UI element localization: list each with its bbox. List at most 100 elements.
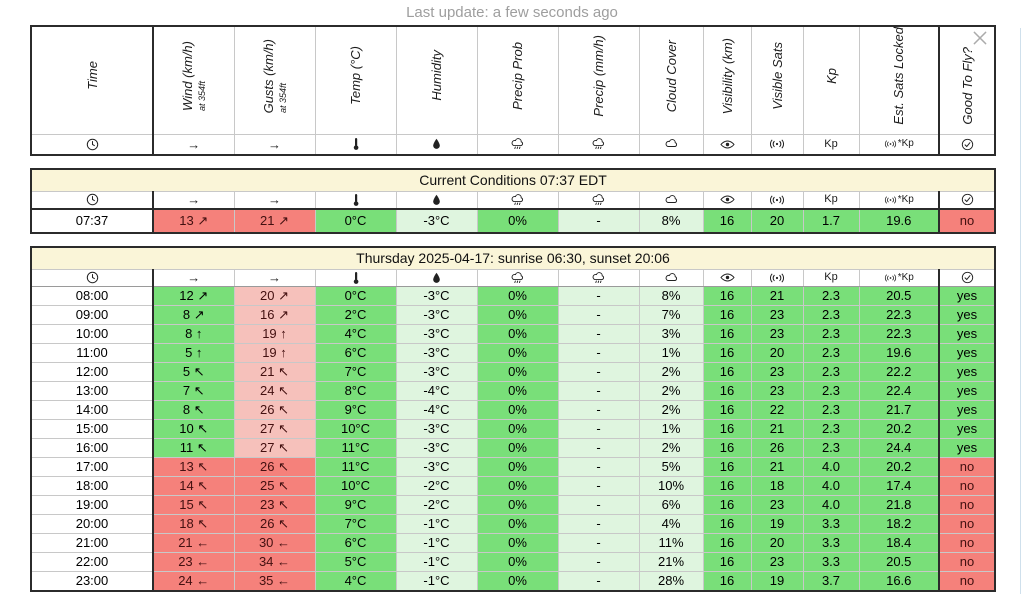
cell-time: 08:00 <box>30 285 154 306</box>
cell-wind: 13 ↖ <box>152 456 235 477</box>
column-label: Precip (mm/h) <box>591 34 606 117</box>
cell-time: 11:00 <box>30 342 154 363</box>
column-label: Time <box>84 61 100 91</box>
cell-kp: 3.3 <box>802 532 860 553</box>
clock-icon <box>30 268 154 287</box>
cell-visible-sats: 21 <box>750 418 804 439</box>
cell-good-to-fly: no <box>938 456 996 477</box>
cell-time: 17:00 <box>30 456 154 477</box>
cell-temp: 10°C <box>314 418 397 439</box>
cell-gusts: 23 ↖ <box>233 494 316 515</box>
cell-cloud-cover: 1% <box>638 418 704 439</box>
cell-cloud-cover: 2% <box>638 399 704 420</box>
rain-cloud-icon <box>557 268 640 287</box>
cell-humidity: -3°C <box>395 361 478 382</box>
cell-gusts: 25 ↖ <box>233 475 316 496</box>
cell-good-to-fly: yes <box>938 361 996 382</box>
cell-gusts: 34 ← <box>233 551 316 572</box>
cell-gusts: 30 ← <box>233 532 316 553</box>
cell-precip-prob: 0% <box>476 380 559 401</box>
forecast-row[interactable]: 14:00 8 ↖ 26 ↖ 9°C -4°C 0% -2% 16 22 2.3 21.7 yes <box>30 399 996 420</box>
forecast-row[interactable]: 17:00 13 ↖ 26 ↖ 11°C -3°C 0% -5% 16 21 4.0 20.2 no <box>30 456 996 477</box>
cell-visible-sats: 21 <box>750 456 804 477</box>
cell-precip: - <box>557 304 640 325</box>
cell-good-to-fly: yes <box>938 304 996 325</box>
close-icon[interactable] <box>971 29 989 47</box>
column-header-gusts: Gusts (km/h) at 354ft <box>233 25 316 135</box>
cell-est-sats-locked: 20.5 <box>858 551 940 572</box>
cell-precip: - <box>557 285 640 306</box>
droplet-icon <box>395 268 478 287</box>
cell-visibility: 16 <box>702 475 752 496</box>
column-label: Wind (km/h) <box>180 40 196 111</box>
check-circle-icon <box>938 268 996 287</box>
cell-time: 16:00 <box>30 437 154 458</box>
forecast-row[interactable]: 21:00 21 ← 30 ← 6°C -1°C 0% -11% 16 20 3.3 18.4 no <box>30 532 996 553</box>
cell-humidity: -3°C <box>395 207 478 234</box>
column-icons-row: → → Kp *Kp <box>30 190 996 210</box>
cell-est-sats-locked: 19.6 <box>858 207 940 234</box>
day-title-row: Thursday 2025-04-17: sunrise 06:30, suns… <box>30 246 996 270</box>
cell-temp: 9°C <box>314 494 397 515</box>
cell-wind: 21 ← <box>152 532 235 553</box>
forecast-row[interactable]: 15:00 10 ↖ 27 ↖ 10°C -3°C 0% -1% 16 21 2.3 20.2 yes <box>30 418 996 439</box>
forecast-row[interactable]: 11:00 5 ↑ 19 ↑ 6°C -3°C 0% -1% 16 20 2.3 19.6 yes <box>30 342 996 363</box>
forecast-row[interactable]: 12:00 5 ↖ 21 ↖ 7°C -3°C 0% -2% 16 23 2.3 22.2 yes <box>30 361 996 382</box>
cell-temp: 7°C <box>314 513 397 534</box>
cell-wind: 14 ↖ <box>152 475 235 496</box>
forecast-row[interactable]: 16:00 11 ↖ 27 ↖ 11°C -3°C 0% -2% 16 26 2.3 24.4 yes <box>30 437 996 458</box>
cell-good-to-fly: yes <box>938 380 996 401</box>
day-title: Thursday 2025-04-17: sunrise 06:30, suns… <box>30 246 996 270</box>
cell-humidity: -3°C <box>395 342 478 363</box>
column-header-visible-sats: Visible Sats <box>750 25 804 135</box>
cell-temp: 11°C <box>314 456 397 477</box>
cell-est-sats-locked: 22.4 <box>858 380 940 401</box>
forecast-row[interactable]: 10:00 8 ↑ 19 ↑ 4°C -3°C 0% -3% 16 23 2.3 22.3 yes <box>30 323 996 344</box>
cell-wind: 18 ↖ <box>152 513 235 534</box>
cell-good-to-fly: yes <box>938 418 996 439</box>
column-label: Est. Sats Locked <box>891 27 907 125</box>
sats-kp-icon: *Kp <box>858 133 940 156</box>
cell-precip-prob: 0% <box>476 342 559 363</box>
forecast-row[interactable]: 20:00 18 ↖ 26 ↖ 7°C -1°C 0% -4% 16 19 3.3 18.2 no <box>30 513 996 534</box>
forecast-row[interactable]: 08:00 12 ↗ 20 ↗ 0°C -3°C 0% -8% 16 21 2.3 20.5 yes <box>30 285 996 306</box>
forecast-row[interactable]: 22:00 23 ← 34 ← 5°C -1°C 0% -21% 16 23 3.3 20.5 no <box>30 551 996 572</box>
cell-wind: 15 ↖ <box>152 494 235 515</box>
cell-temp: 11°C <box>314 437 397 458</box>
cell-temp: 6°C <box>314 532 397 553</box>
forecast-row[interactable]: 13:00 7 ↖ 24 ↖ 8°C -4°C 0% -2% 16 23 2.3 22.4 yes <box>30 380 996 401</box>
cell-precip-prob: 0% <box>476 399 559 420</box>
cell-est-sats-locked: 20.2 <box>858 418 940 439</box>
cell-humidity: -4°C <box>395 399 478 420</box>
current-conditions-title: Current Conditions 07:37 EDT <box>30 168 996 192</box>
cell-visible-sats: 22 <box>750 399 804 420</box>
current-conditions-title-row: Current Conditions 07:37 EDT <box>30 168 996 192</box>
cell-precip: - <box>557 456 640 477</box>
cell-cloud-cover: 1% <box>638 342 704 363</box>
cell-time: 09:00 <box>30 304 154 325</box>
cell-precip: - <box>557 437 640 458</box>
cell-gusts: 19 ↑ <box>233 323 316 344</box>
cell-visibility: 16 <box>702 456 752 477</box>
cell-visible-sats: 23 <box>750 323 804 344</box>
cell-gusts: 21 ↖ <box>233 361 316 382</box>
forecast-row[interactable]: 23:00 24 ← 35 ← 4°C -1°C 0% -28% 16 19 3.7 16.6 no <box>30 570 996 592</box>
forecast-row[interactable]: 18:00 14 ↖ 25 ↖ 10°C -2°C 0% -10% 16 18 4.0 17.4 no <box>30 475 996 496</box>
column-sublabel: at 354ft <box>278 82 288 113</box>
droplet-icon <box>395 133 478 156</box>
day-forecast-section: Thursday 2025-04-17: sunrise 06:30, suns… <box>30 245 996 592</box>
cell-est-sats-locked: 18.2 <box>858 513 940 534</box>
cell-good-to-fly: yes <box>938 323 996 344</box>
cell-kp: 4.0 <box>802 494 860 515</box>
forecast-row[interactable]: 09:00 8 ↗ 16 ↗ 2°C -3°C 0% -7% 16 23 2.3 22.3 yes <box>30 304 996 325</box>
cell-kp: 2.3 <box>802 418 860 439</box>
cell-good-to-fly: yes <box>938 399 996 420</box>
cell-time: 14:00 <box>30 399 154 420</box>
forecast-row[interactable]: 19:00 15 ↖ 23 ↖ 9°C -2°C 0% -6% 16 23 4.0 21.8 no <box>30 494 996 515</box>
cell-est-sats-locked: 20.5 <box>858 285 940 306</box>
cell-temp: 2°C <box>314 304 397 325</box>
cell-cloud-cover: 28% <box>638 570 704 592</box>
cell-cloud-cover: 8% <box>638 285 704 306</box>
cell-kp: 3.3 <box>802 551 860 572</box>
cell-visibility: 16 <box>702 361 752 382</box>
